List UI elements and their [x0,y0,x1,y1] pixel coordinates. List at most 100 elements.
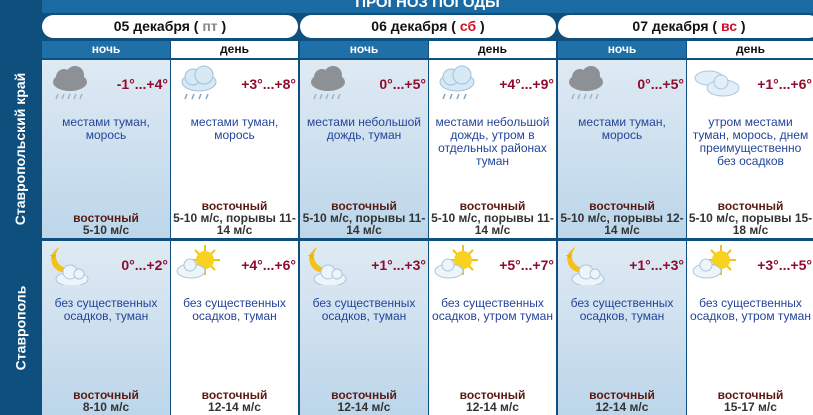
wind-speed: 5-10 м/с, порывы 11-14 м/с [173,211,296,237]
wind-direction: восточный [589,388,655,402]
moon-cloud-icon: ★ [307,247,347,285]
wind-info: восточный 5-10 м/с, порывы 11-14 м/с [429,200,556,236]
period-day: день [429,41,556,58]
wind-direction: восточный [201,199,268,213]
date-label: 06 декабря [371,18,448,34]
sun-cloud-icon [434,245,478,279]
cloud-rain-dark-icon [569,66,603,100]
wind-direction: восточный [331,388,397,402]
wind-direction: восточный [717,199,784,213]
temperature: +3°...+5° [757,257,812,273]
temperature: +5°...+7° [499,257,554,273]
date-header: 06 декабря ( сб ) [300,15,556,38]
weekday-label: вс [720,18,738,34]
wind-speed: 12-14 м/с [595,400,649,414]
forecast-cell: +3°...+8° местами туман, морось восточны… [171,60,298,238]
temperature: -1°...+4° [116,76,168,92]
wind-direction: восточный [589,199,655,213]
svg-text:★: ★ [307,251,315,261]
weekday-label: пт [202,18,218,34]
temperature: +3°...+8° [241,76,296,92]
forecast-cell: +5°...+7° без существенных осадков, утро… [429,241,556,415]
wind-speed: 8-10 м/с [82,400,130,414]
weather-description: без существенных осадков, туман [570,296,674,323]
forecast-cell: 0°...+5° местами туман, морось восточный… [558,60,686,238]
wind-direction: восточный [73,211,139,225]
forecast-cell: +1°...+6° утром местами туман, морось, д… [687,60,813,238]
forecast-cell: ★ 0°...+2° без существенных осадков, тум… [42,241,170,415]
weather-description: местами туман, морось [578,115,666,142]
period-night: ночь [558,41,686,58]
moon-cloud-icon: ★ [49,247,89,285]
wind-info: восточный 5-10 м/с [42,212,170,236]
wind-speed: 15-17 м/с [724,400,777,414]
sun-cloud-icon [692,245,736,279]
wind-speed: 5-10 м/с [82,223,130,237]
clouds-icon [694,70,740,97]
period-night: ночь [42,41,170,58]
wind-info: восточный 8-10 м/с [42,389,170,413]
wind-direction: восточный [459,388,526,402]
wind-speed: 12-14 м/с [466,400,519,414]
cloud-rain-dark-icon [53,66,87,100]
weather-description: без существенных осадков, утром туман [690,296,811,323]
weather-description: без существенных осадков, туман [54,296,158,323]
wind-speed: 5-10 м/с, порывы 11-14 м/с [302,211,426,237]
wind-direction: восточный [459,199,526,213]
temperature: 0°...+5° [379,76,426,92]
cloud-rain-light-icon [181,65,217,100]
wind-info: восточный 5-10 м/с, порывы 12-14 м/с [558,200,686,236]
cloud-rain-light-icon [439,65,475,100]
wind-info: восточный 5-10 м/с, порывы 15-18 м/с [687,200,813,236]
forecast-cell: 0°...+5° местами небольшой дождь, туман … [300,60,428,238]
date-label: 07 декабря [632,18,709,34]
wind-info: восточный 15-17 м/с [687,389,813,413]
wind-speed: 12-14 м/с [208,400,261,414]
weather-description: местами туман, морось [190,115,279,142]
wind-info: восточный 5-10 м/с, порывы 11-14 м/с [300,200,428,236]
temperature: +1°...+3° [629,257,684,273]
wind-info: восточный 12-14 м/с [558,389,686,413]
temperature: 0°...+2° [121,257,168,273]
sun-cloud-icon [176,245,220,279]
temperature: 0°...+5° [637,76,684,92]
forecast-cell: ★ +1°...+3° без существенных осадков, ту… [300,241,428,415]
wind-direction: восточный [73,388,139,402]
wind-info: восточный 12-14 м/с [171,389,298,413]
wind-info: восточный 5-10 м/с, порывы 11-14 м/с [171,200,298,236]
temperature: +4°...+6° [241,257,296,273]
weather-description: местами небольшой дождь, туман [307,115,421,142]
date-header: 07 декабря ( вс ) [558,15,813,38]
forecast-cell: ★ +1°...+3° без существенных осадков, ту… [558,241,686,415]
temperature: +1°...+3° [371,257,426,273]
forecast-cell: +4°...+6° без существенных осадков, тума… [171,241,298,415]
weather-description: без существенных осадков, утром туман [432,296,553,323]
weather-description: без существенных осадков, туман [183,296,286,323]
moon-cloud-icon: ★ [565,247,605,285]
weather-description: местами туман, морось [62,115,150,142]
period-day: день [171,41,298,58]
wind-speed: 12-14 м/с [337,400,391,414]
weather-description: утром местами туман, морось, днем преиму… [692,115,809,168]
weekday-label: сб [459,18,477,34]
wind-info: восточный 12-14 м/с [300,389,428,413]
wind-direction: восточный [201,388,268,402]
period-night: ночь [300,41,428,58]
temperature: +1°...+6° [757,76,812,92]
wind-direction: восточный [717,388,784,402]
wind-speed: 5-10 м/с, порывы 12-14 м/с [560,211,684,237]
cloud-rain-dark-icon [311,66,345,100]
date-header: 05 декабря ( пт ) [42,15,298,38]
forecast-cell: -1°...+4° местами туман, морось восточны… [42,60,170,238]
forecast-title: ПРОГНОЗ ПОГОДЫ [42,0,813,13]
region-label: Ставрополь [12,285,29,371]
weather-description: без существенных осадков, туман [312,296,416,323]
wind-speed: 5-10 м/с, порывы 15-18 м/с [688,211,813,237]
weather-description: местами небольшой дождь, утром в отдельн… [435,115,550,168]
svg-text:★: ★ [49,251,57,261]
region-label: Ставропольский край [12,72,29,226]
forecast-cell: +3°...+5° без существенных осадков, утро… [687,241,813,415]
wind-direction: восточный [331,199,397,213]
date-label: 05 декабря [113,18,190,34]
temperature: +4°...+9° [499,76,554,92]
